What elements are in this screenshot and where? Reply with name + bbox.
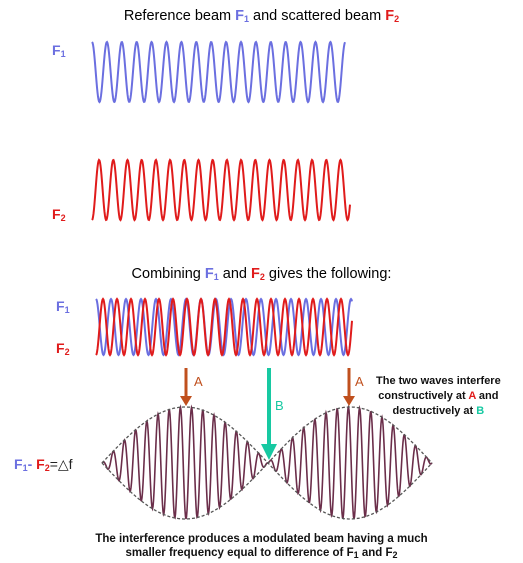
arrow-a-label-left: A: [194, 374, 203, 389]
f1-label-combined: F1: [56, 298, 70, 315]
wave-f2-top: [91, 158, 351, 222]
envelope-upper: [101, 406, 433, 464]
arrow-a-label-right: A: [355, 374, 364, 389]
arrow-b: [261, 368, 277, 460]
wave-f2-combined: [95, 297, 353, 357]
arrow-a-left: [180, 368, 192, 406]
arrow-a-right: [343, 368, 355, 406]
interference-note: The two waves interfere constructively a…: [376, 375, 501, 417]
wave-f1-top: [91, 40, 346, 104]
f2-label-top: F2: [52, 206, 66, 223]
difference-label: F1- F2=△f: [14, 456, 73, 473]
title-top: Reference beam F1 and scattered beam F2: [123, 8, 400, 24]
envelope-lower: [101, 462, 433, 520]
f2-label-combined: F2: [56, 340, 70, 357]
title-combine: Combining F1 and F2 gives the following:: [131, 266, 392, 282]
modulation-note: The interference produces a modulated be…: [95, 533, 428, 560]
arrow-b-label: B: [275, 398, 284, 413]
f1-label-top: F1: [52, 42, 66, 59]
